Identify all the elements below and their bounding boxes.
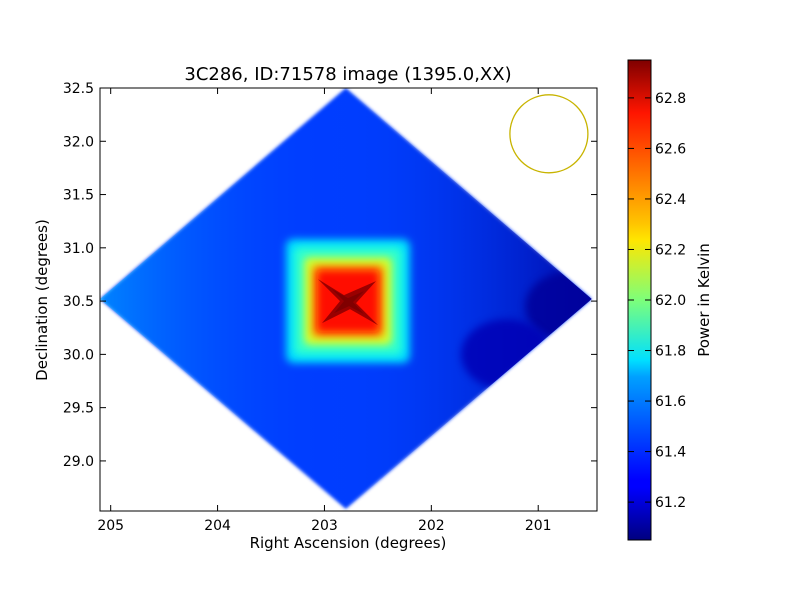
y-axis-label: Declination (degrees) [33, 219, 51, 381]
x-axis-label: Right Ascension (degrees) [250, 534, 447, 552]
chart-title: 3C286, ID:71578 image (1395.0,XX) [184, 64, 511, 85]
colorbar-tick-label: 61.2 [655, 495, 686, 511]
x-axis: 205 204 203 202 201 [97, 88, 552, 534]
x-tick-label: 205 [97, 518, 124, 534]
y-tick-label: 29.5 [63, 401, 94, 417]
y-tick-label: 32.5 [63, 81, 94, 97]
beam-circle [509, 94, 589, 174]
x-tick-label: 203 [311, 518, 338, 534]
y-tick-label: 30.0 [63, 347, 94, 363]
colorbar-ticks: 61.2 61.4 61.6 61.8 62.0 62.2 62.4 62.6 62.8 [628, 91, 686, 511]
colorbar-tick-label: 62.4 [655, 192, 686, 208]
y-tick-label: 29.0 [63, 454, 94, 470]
plot-frame [99, 87, 598, 512]
colorbar-tick-label: 62.0 [655, 293, 686, 309]
colorbar-label: Power in Kelvin [695, 243, 713, 357]
source-peak [332, 289, 364, 315]
low-region [525, 271, 592, 342]
colorbar: 61.2 61.4 61.6 61.8 62.0 62.2 62.4 62.6 62.8 Pow… [627, 59, 713, 541]
plot-area [100, 88, 597, 511]
colorbar-tick-label: 62.2 [655, 242, 686, 258]
y-tick-label: 32.0 [63, 134, 94, 150]
x-tick-label: 202 [418, 518, 445, 534]
x-tick-label: 204 [204, 518, 231, 534]
colorbar-tick-label: 62.6 [655, 141, 686, 157]
y-tick-label: 31.0 [63, 241, 94, 257]
x-tick-label: 201 [525, 518, 552, 534]
y-tick-label: 31.5 [63, 188, 94, 204]
colorbar-tick-label: 61.4 [655, 445, 686, 461]
colorbar-tick-label: 62.8 [655, 91, 686, 107]
y-tick-label: 30.5 [63, 294, 94, 310]
y-axis: 29.0 29.5 30.0 30.5 31.0 31.5 32.0 32.5 [63, 81, 597, 470]
colorbar-tick-label: 61.8 [655, 344, 686, 360]
colorbar-tick-label: 61.6 [655, 394, 686, 410]
